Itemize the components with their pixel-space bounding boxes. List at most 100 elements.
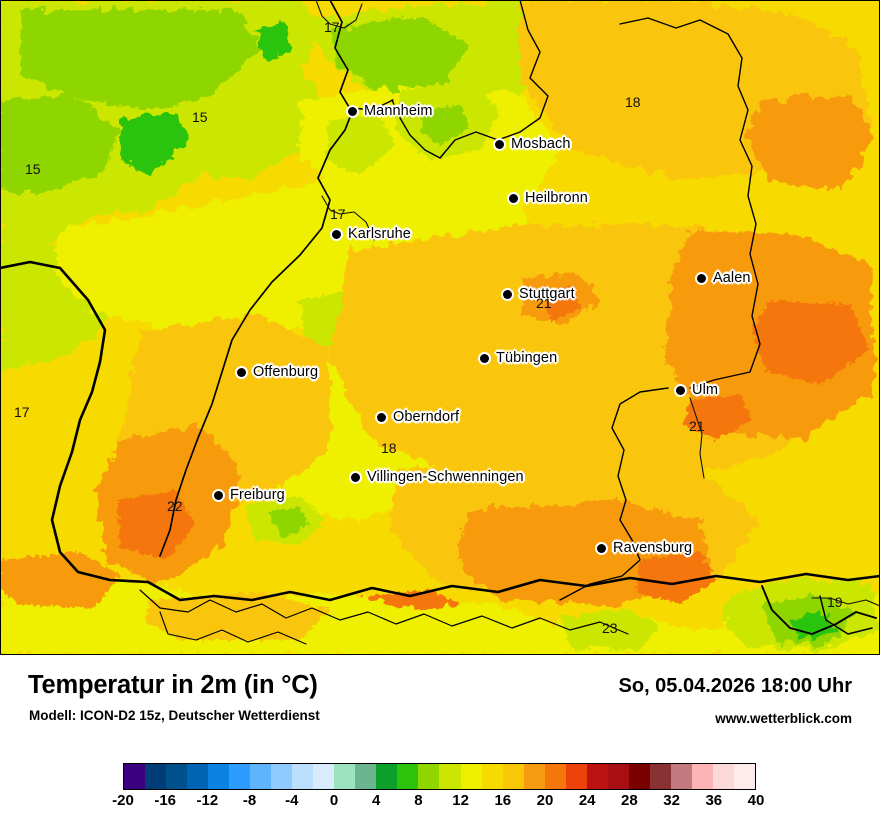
city-marker[interactable]: Heilbronn xyxy=(509,190,588,206)
city-dot-icon xyxy=(495,139,504,149)
city-dot-icon xyxy=(697,273,706,283)
city-marker[interactable]: Ravensburg xyxy=(597,540,692,556)
colorbar-swatch xyxy=(208,764,230,789)
city-dot-icon xyxy=(377,412,386,422)
city-dot-icon xyxy=(214,490,223,500)
contour-value-label: 21 xyxy=(536,295,552,311)
colorbar-swatch xyxy=(523,764,545,789)
city-dot-icon xyxy=(348,106,357,116)
contour-value-label: 15 xyxy=(192,109,208,125)
colorbar-tick: 28 xyxy=(621,792,638,809)
city-dot-icon xyxy=(597,543,606,553)
city-label: Ulm xyxy=(692,382,719,398)
colorbar-swatch xyxy=(355,764,377,789)
colorbar-swatch xyxy=(187,764,209,789)
colorbar-swatch xyxy=(607,764,629,789)
colorbar-tick: 20 xyxy=(536,792,554,809)
city-label: Aalen xyxy=(713,270,751,286)
colorbar-swatch xyxy=(166,764,188,789)
city-marker[interactable]: Villingen-Schwenningen xyxy=(351,469,524,485)
city-dot-icon xyxy=(480,353,489,363)
city-marker[interactable]: Tübingen xyxy=(480,350,557,366)
colorbar-tick: 16 xyxy=(494,792,512,809)
colorbar-swatch xyxy=(586,764,608,789)
colorbar-swatch xyxy=(271,764,293,789)
colorbar-swatch xyxy=(376,764,398,789)
city-label: Mosbach xyxy=(511,136,571,152)
city-marker[interactable]: Mosbach xyxy=(495,136,571,152)
contour-value-label: 17 xyxy=(14,404,30,420)
city-dot-icon xyxy=(509,193,518,203)
colorbar-tick: -20 xyxy=(112,792,134,809)
city-label: Villingen-Schwenningen xyxy=(367,469,524,485)
colorbar-swatch xyxy=(292,764,314,789)
city-dot-icon xyxy=(503,289,512,299)
colorbar-swatch xyxy=(565,764,587,789)
colorbar-tick: -4 xyxy=(285,792,299,809)
colorbar-swatch xyxy=(502,764,524,789)
colorbar-tick: -12 xyxy=(196,792,219,809)
city-marker[interactable]: Offenburg xyxy=(237,364,318,380)
colorbar-swatch xyxy=(418,764,440,789)
colorbar-swatch xyxy=(481,764,503,789)
colorbar-tick-labels: -20 -16 -12 -8 -4 0 4 8 12 16 20 24 28 32 36 40 xyxy=(0,792,880,816)
contour-value-label: 17 xyxy=(330,206,346,222)
colorbar-tick: 40 xyxy=(747,792,765,809)
city-marker[interactable]: Aalen xyxy=(697,270,751,286)
colorbar-swatch xyxy=(250,764,272,789)
colorbar-tick: 32 xyxy=(663,792,680,809)
colorbar-swatch xyxy=(334,764,356,789)
city-label: Oberndorf xyxy=(393,409,460,425)
city-marker[interactable]: Ulm xyxy=(676,382,718,398)
colorbar-swatch xyxy=(439,764,461,789)
contour-value-label: 18 xyxy=(625,94,641,110)
colorbar-swatch xyxy=(628,764,650,789)
colorbar-swatch xyxy=(691,764,713,789)
colorbar-swatch xyxy=(313,764,335,789)
colorbar-swatch xyxy=(670,764,692,789)
model-subtitle: Modell: ICON-D2 15z, Deutscher Wetterdie… xyxy=(29,708,320,723)
city-label: Freiburg xyxy=(230,487,285,503)
city-marker[interactable]: Stuttgart xyxy=(503,286,575,302)
colorbar-swatch xyxy=(544,764,566,789)
city-label: Ravensburg xyxy=(613,540,693,556)
city-marker[interactable]: Oberndorf xyxy=(377,409,459,425)
contour-value-label: 22 xyxy=(167,498,183,514)
colorbar-tick: 12 xyxy=(452,792,469,809)
valid-datetime: So, 05.04.2026 18:00 Uhr xyxy=(618,675,852,697)
city-label: Heilbronn xyxy=(525,190,588,206)
colorbar-swatch xyxy=(397,764,419,789)
temperature-colorbar xyxy=(123,763,756,790)
colorbar-tick: 24 xyxy=(578,792,596,809)
city-label: Stuttgart xyxy=(519,286,575,302)
colorbar-tick: 4 xyxy=(372,792,381,809)
city-label: Karlsruhe xyxy=(348,226,411,242)
city-marker[interactable]: Mannheim xyxy=(348,103,433,119)
colorbar-tick: 8 xyxy=(414,792,423,809)
contour-value-label: 15 xyxy=(25,161,41,177)
contour-value-label: 18 xyxy=(381,440,397,456)
colorbar-swatch xyxy=(460,764,482,789)
colorbar-swatch xyxy=(733,764,755,789)
city-dot-icon xyxy=(351,472,360,482)
city-label: Offenburg xyxy=(253,364,319,380)
map-footer: Temperatur in 2m (in °C) Modell: ICON-D2… xyxy=(0,655,880,830)
colorbar-tick: -8 xyxy=(242,792,257,809)
temperature-map[interactable]: Mannheim Mosbach Heilbronn Karlsruhe Stuttga… xyxy=(0,0,880,655)
colorbar-swatch xyxy=(649,764,671,789)
city-label: Tübingen xyxy=(496,350,558,366)
contour-value-label: 23 xyxy=(602,620,618,636)
colorbar-swatch xyxy=(124,764,146,789)
city-label: Mannheim xyxy=(364,103,433,119)
colorbar-tick: 0 xyxy=(329,792,339,809)
colorbar-swatch xyxy=(145,764,167,789)
contour-value-label: 19 xyxy=(827,594,843,610)
city-marker[interactable]: Karlsruhe xyxy=(332,226,411,242)
temperature-field-svg xyxy=(0,0,880,655)
contour-value-label: 21 xyxy=(689,418,705,434)
city-dot-icon xyxy=(676,385,685,395)
city-marker[interactable]: Freiburg xyxy=(214,487,285,503)
city-dot-icon xyxy=(332,229,341,239)
city-dot-icon xyxy=(237,367,246,377)
